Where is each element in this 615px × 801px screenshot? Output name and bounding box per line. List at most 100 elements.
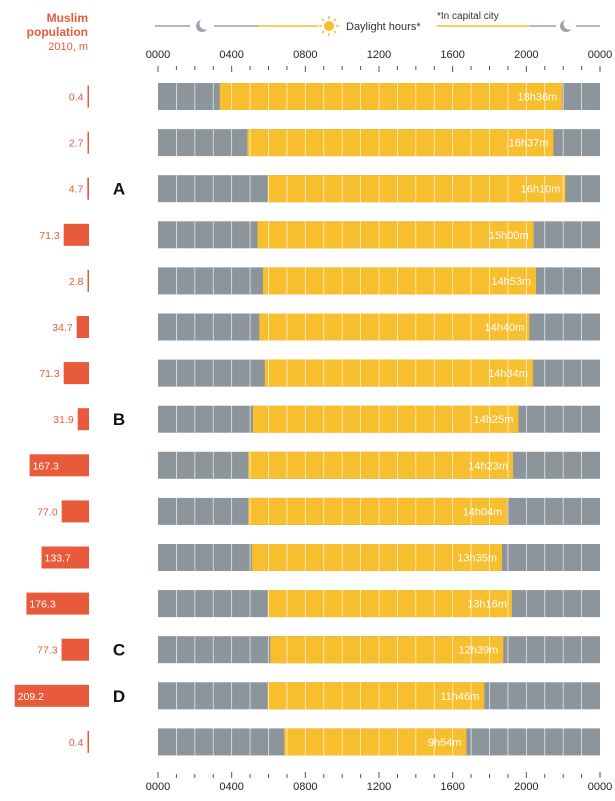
population-label: 167.3 bbox=[33, 460, 59, 472]
population-title-line2: population bbox=[27, 25, 88, 39]
top-axis-tick-label: 0400 bbox=[219, 49, 243, 61]
country-row: 133.7 13h35m bbox=[41, 544, 600, 571]
bottom-axis-tick-label: 0000 bbox=[146, 781, 170, 793]
daylight-bar bbox=[257, 221, 534, 249]
bottom-axis-tick-label: 0800 bbox=[293, 781, 317, 793]
daylight-duration-label: 14h25m bbox=[474, 414, 514, 426]
population-bar bbox=[63, 223, 89, 246]
daylight-duration-label: 14h53m bbox=[491, 276, 531, 288]
daylight-duration-label: 15h00m bbox=[489, 230, 529, 242]
country-row: 2.8 14h53m bbox=[69, 267, 600, 295]
daylight-bar bbox=[219, 83, 563, 110]
daylight-bar bbox=[267, 175, 566, 203]
population-label: 34.7 bbox=[52, 322, 73, 334]
population-label: 133.7 bbox=[45, 553, 71, 565]
sun-icon bbox=[319, 16, 339, 36]
country-row: 77.3 12h39m C bbox=[37, 636, 600, 664]
row-marker-letter: C bbox=[113, 641, 125, 660]
bottom-axis-tick-label: 0000 bbox=[588, 781, 612, 793]
footnote: *In capital city bbox=[437, 11, 499, 22]
country-row: 167.3 14h23m bbox=[29, 451, 600, 479]
country-row: 71.3 14h34m bbox=[39, 359, 600, 387]
population-bar bbox=[41, 546, 89, 569]
top-axis-tick-label: 0000 bbox=[146, 49, 170, 61]
daylight-duration-label: 16h10m bbox=[521, 184, 561, 196]
population-label: 77.3 bbox=[37, 645, 58, 657]
population-label: 71.3 bbox=[39, 368, 60, 380]
population-label: 77.0 bbox=[37, 506, 58, 518]
daylight-bar bbox=[248, 497, 508, 525]
population-label: 4.7 bbox=[69, 184, 84, 196]
daylight-duration-label: 14h23m bbox=[468, 460, 508, 472]
daylight-duration-label: 16h37m bbox=[509, 138, 549, 150]
population-bar bbox=[87, 85, 89, 108]
population-bar bbox=[61, 500, 89, 523]
population-label: 2.7 bbox=[69, 138, 84, 150]
bottom-axis-tick-label: 1200 bbox=[367, 781, 391, 793]
country-row: 209.2 11h46m D bbox=[14, 682, 600, 710]
row-marker-letter: D bbox=[113, 687, 125, 706]
moon-icon bbox=[560, 18, 575, 32]
population-bar bbox=[26, 592, 90, 615]
daylight-bar bbox=[264, 359, 533, 387]
bottom-axis: 0000 0400 0800 1200 1600 2000 0000 bbox=[146, 772, 612, 793]
daylight-duration-label: 18h36m bbox=[517, 92, 557, 104]
country-row: 2.7 16h37m bbox=[69, 129, 600, 157]
top-axis-tick-label: 2000 bbox=[514, 49, 538, 61]
daylight-duration-label: 11h46m bbox=[440, 691, 479, 703]
population-bar bbox=[87, 730, 89, 753]
daylight-bar bbox=[267, 682, 485, 710]
population-bar bbox=[87, 131, 89, 154]
daylight-duration-label: 13h35m bbox=[457, 553, 497, 565]
population-bar bbox=[14, 684, 89, 707]
daylight-bar bbox=[252, 405, 519, 433]
country-row: 0.4 18h36m bbox=[69, 83, 600, 110]
daylight-duration-label: 9h54m bbox=[428, 737, 462, 749]
country-row: 0.4 9h54m bbox=[69, 728, 600, 756]
population-title-line1: Muslim bbox=[47, 11, 88, 25]
daylight-bar bbox=[262, 267, 537, 295]
daylight-bar bbox=[251, 544, 503, 571]
top-axis: 0000 0400 0800 1200 1600 2000 0000 bbox=[146, 49, 612, 72]
daylight-duration-label: 14h34m bbox=[488, 368, 528, 380]
country-row: 71.3 15h00m bbox=[39, 221, 600, 249]
country-row: 77.0 14h04m bbox=[37, 497, 600, 525]
population-subtitle: 2010, m bbox=[48, 41, 88, 53]
population-bar bbox=[87, 269, 89, 292]
bottom-axis-tick-label: 1600 bbox=[440, 781, 464, 793]
population-label: 176.3 bbox=[29, 599, 55, 611]
daylight-bar bbox=[284, 728, 467, 756]
bottom-axis-tick-label: 0400 bbox=[219, 781, 243, 793]
population-label: 31.9 bbox=[53, 414, 74, 426]
bottom-axis-tick-label: 2000 bbox=[514, 781, 538, 793]
daylight-duration-label: 13h16m bbox=[467, 599, 507, 611]
daylight-duration-label: 14h04m bbox=[463, 506, 503, 518]
population-label: 2.8 bbox=[69, 276, 84, 288]
population-label: 0.4 bbox=[69, 92, 84, 104]
population-label: 71.3 bbox=[39, 230, 60, 242]
moon-icon bbox=[196, 18, 211, 32]
population-bar bbox=[63, 362, 89, 385]
population-bar bbox=[61, 638, 89, 661]
daylight-duration-label: 12h39m bbox=[459, 645, 499, 657]
country-row: 34.7 14h40m bbox=[52, 313, 600, 341]
top-axis-tick-label: 0000 bbox=[588, 49, 612, 61]
daylight-bar bbox=[248, 451, 514, 479]
daylight-duration-label: 14h40m bbox=[485, 322, 525, 334]
daylight-bar bbox=[270, 636, 504, 664]
daylight-label: Daylight hours* bbox=[346, 21, 421, 33]
population-bar bbox=[77, 408, 89, 431]
chart-rows: 0.4 18h36m 2.7 16h37m 4.7 16h10m A 71.3 15h00m 2.… bbox=[14, 83, 600, 756]
row-marker-letter: B bbox=[113, 410, 125, 429]
population-label: 209.2 bbox=[18, 691, 44, 703]
top-axis-tick-label: 0800 bbox=[293, 49, 317, 61]
daylight-legend: Daylight hours* *In capital city bbox=[155, 11, 600, 36]
population-bar bbox=[87, 177, 89, 200]
daylight-bar bbox=[259, 313, 530, 341]
row-marker-letter: A bbox=[113, 180, 125, 199]
top-axis-tick-label: 1600 bbox=[440, 49, 464, 61]
country-row: 31.9 14h25m B bbox=[53, 405, 600, 433]
country-row: 176.3 13h16m bbox=[26, 590, 600, 618]
country-row: 4.7 16h10m A bbox=[69, 175, 600, 203]
